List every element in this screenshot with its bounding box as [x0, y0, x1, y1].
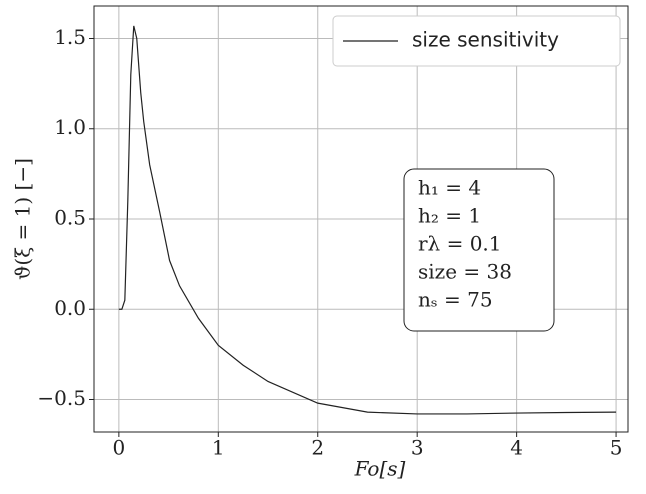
- x-tick-label: 4: [510, 436, 523, 460]
- annotation-line: h₂ = 1: [418, 204, 481, 228]
- y-tick-label: 1.5: [54, 25, 86, 49]
- annotation-box: [403, 168, 555, 332]
- annotation-line: rλ = 0.1: [418, 232, 502, 256]
- y-tick-label: 0.0: [54, 296, 86, 320]
- x-tick-label: 0: [112, 436, 125, 460]
- y-tick-label: −0.5: [37, 386, 86, 410]
- x-tick-label: 5: [610, 436, 623, 460]
- y-tick-label: 1.0: [54, 115, 86, 139]
- x-tick-label: 2: [311, 436, 324, 460]
- y-axis-label: ϑ(ξ = 1) [−]: [11, 158, 35, 280]
- x-tick-label: 1: [212, 436, 225, 460]
- annotation-line: size = 38: [418, 260, 512, 284]
- annotation-line: nₛ = 75: [418, 288, 493, 312]
- annotation-line: h₁ = 4: [418, 176, 481, 200]
- legend-box: [332, 15, 621, 67]
- y-tick-label: 0.5: [54, 206, 86, 230]
- x-tick-label: 3: [411, 436, 424, 460]
- legend-label: size sensitivity: [412, 28, 559, 52]
- line: [118, 25, 617, 415]
- plot-frame: [93, 5, 629, 433]
- x-axis-label: Fo[s]: [354, 457, 406, 481]
